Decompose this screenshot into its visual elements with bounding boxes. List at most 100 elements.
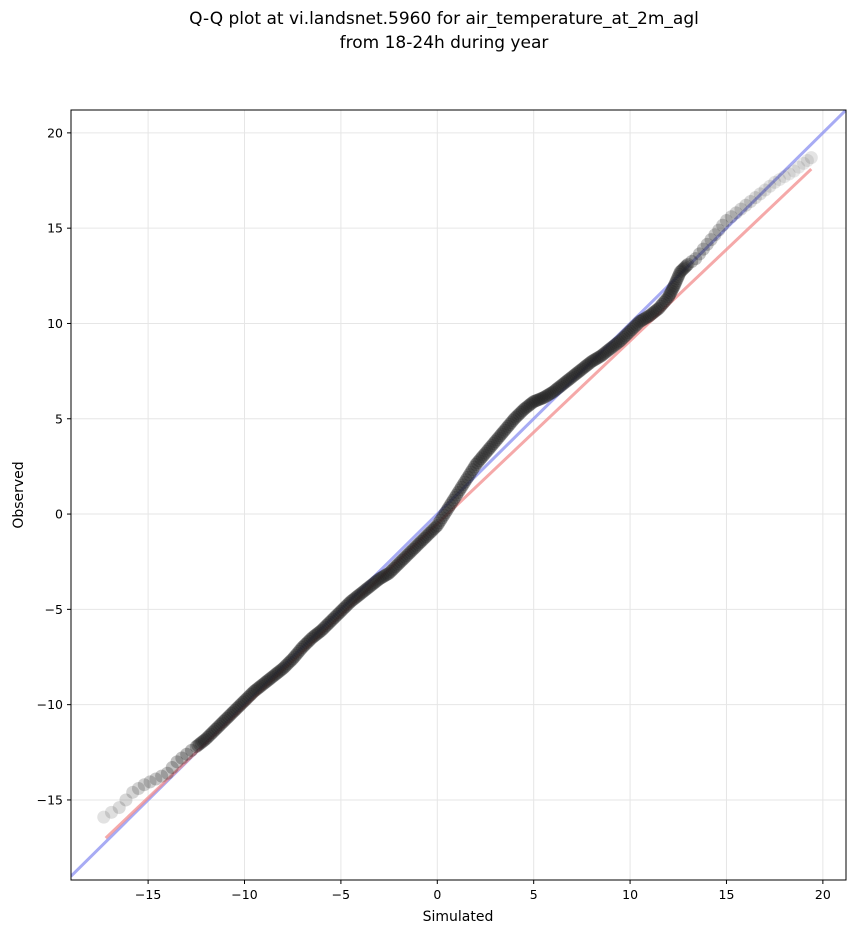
qq-point xyxy=(209,722,223,736)
qq-point xyxy=(429,520,443,534)
qq-point xyxy=(753,187,767,201)
qq-point xyxy=(660,292,674,306)
qq-point xyxy=(554,379,568,393)
x-tick-label: 10 xyxy=(622,887,638,902)
qq-point xyxy=(239,692,253,706)
qq-point xyxy=(512,407,526,421)
qq-point xyxy=(782,167,796,181)
qq-point xyxy=(223,708,237,722)
qq-point xyxy=(327,611,341,625)
qq-point xyxy=(599,345,613,359)
qq-point xyxy=(266,669,280,683)
qq-point xyxy=(540,389,554,403)
qq-point xyxy=(191,738,205,752)
qq-point xyxy=(406,542,420,556)
qq-point xyxy=(319,619,333,633)
y-tick-label: 5 xyxy=(55,411,63,426)
qq-point xyxy=(657,296,671,309)
qq-point xyxy=(655,297,669,311)
qq-point xyxy=(610,336,624,350)
qq-point xyxy=(382,566,396,580)
qq-point xyxy=(456,478,470,492)
qq-point xyxy=(650,302,664,316)
qq-point xyxy=(385,563,399,577)
qq-point xyxy=(477,448,491,462)
qq-point xyxy=(665,282,679,296)
qq-point xyxy=(332,606,346,620)
x-tick-label: 5 xyxy=(530,887,538,902)
qq-point xyxy=(189,740,203,754)
qq-point xyxy=(104,805,118,819)
qq-point xyxy=(430,518,444,532)
qq-point xyxy=(311,626,325,640)
qq-point xyxy=(451,485,465,499)
qq-point xyxy=(685,255,699,269)
qq-point xyxy=(495,427,509,441)
qq-point xyxy=(97,810,111,824)
qq-point xyxy=(649,304,663,318)
qq-point xyxy=(609,337,623,351)
qq-point xyxy=(507,412,521,426)
qq-point xyxy=(673,265,687,279)
qq-point xyxy=(772,173,786,187)
qq-point xyxy=(202,729,216,743)
y-tick-label: 20 xyxy=(47,125,63,140)
qq-point xyxy=(729,206,743,220)
qq-point xyxy=(409,539,423,553)
qq-point xyxy=(419,530,433,544)
qq-point xyxy=(708,228,722,242)
qq-point xyxy=(630,318,644,332)
qq-point xyxy=(496,425,510,439)
qq-point xyxy=(324,614,338,628)
qq-point xyxy=(254,679,268,693)
chart-title-line-2: from 18-24h during year xyxy=(340,33,549,53)
qq-point xyxy=(607,339,621,353)
qq-point xyxy=(372,572,386,586)
qq-point xyxy=(249,683,263,697)
qq-point xyxy=(800,154,814,168)
qq-point xyxy=(278,660,292,674)
qq-point xyxy=(437,508,451,522)
qq-point xyxy=(356,585,370,599)
qq-point xyxy=(369,574,383,588)
qq-point xyxy=(342,596,356,610)
qq-point xyxy=(461,470,475,484)
qq-point xyxy=(520,400,534,414)
qq-point xyxy=(392,557,406,571)
qq-point xyxy=(478,446,492,460)
y-tick-label: −10 xyxy=(37,697,63,712)
qq-point xyxy=(748,191,762,205)
qq-point xyxy=(692,247,706,261)
qq-point xyxy=(348,591,362,605)
qq-point xyxy=(364,578,378,592)
qq-point xyxy=(681,257,695,271)
qq-point xyxy=(299,637,313,651)
qq-point xyxy=(664,286,678,300)
qq-point xyxy=(389,560,403,574)
qq-point xyxy=(160,766,174,780)
grid-lines xyxy=(71,110,846,880)
qq-point xyxy=(291,646,305,660)
qq-point xyxy=(340,598,354,612)
qq-point xyxy=(297,639,311,653)
qq-point xyxy=(644,308,658,322)
qq-point xyxy=(567,369,581,383)
qq-point xyxy=(221,710,235,724)
qq-point xyxy=(490,433,504,447)
qq-point xyxy=(126,785,140,799)
qq-point xyxy=(446,493,460,507)
qq-point xyxy=(631,316,645,330)
qq-point xyxy=(427,522,441,536)
y-tick-label: 10 xyxy=(47,316,63,331)
qq-point xyxy=(350,590,364,604)
qq-point xyxy=(734,202,748,216)
qq-point xyxy=(413,536,427,550)
qq-point xyxy=(294,642,308,656)
qq-point xyxy=(255,678,269,692)
qq-point xyxy=(236,695,250,709)
qq-point xyxy=(310,627,324,641)
qq-point xyxy=(345,593,359,607)
qq-point xyxy=(620,327,634,341)
qq-point xyxy=(384,565,398,579)
qq-point xyxy=(633,315,647,329)
